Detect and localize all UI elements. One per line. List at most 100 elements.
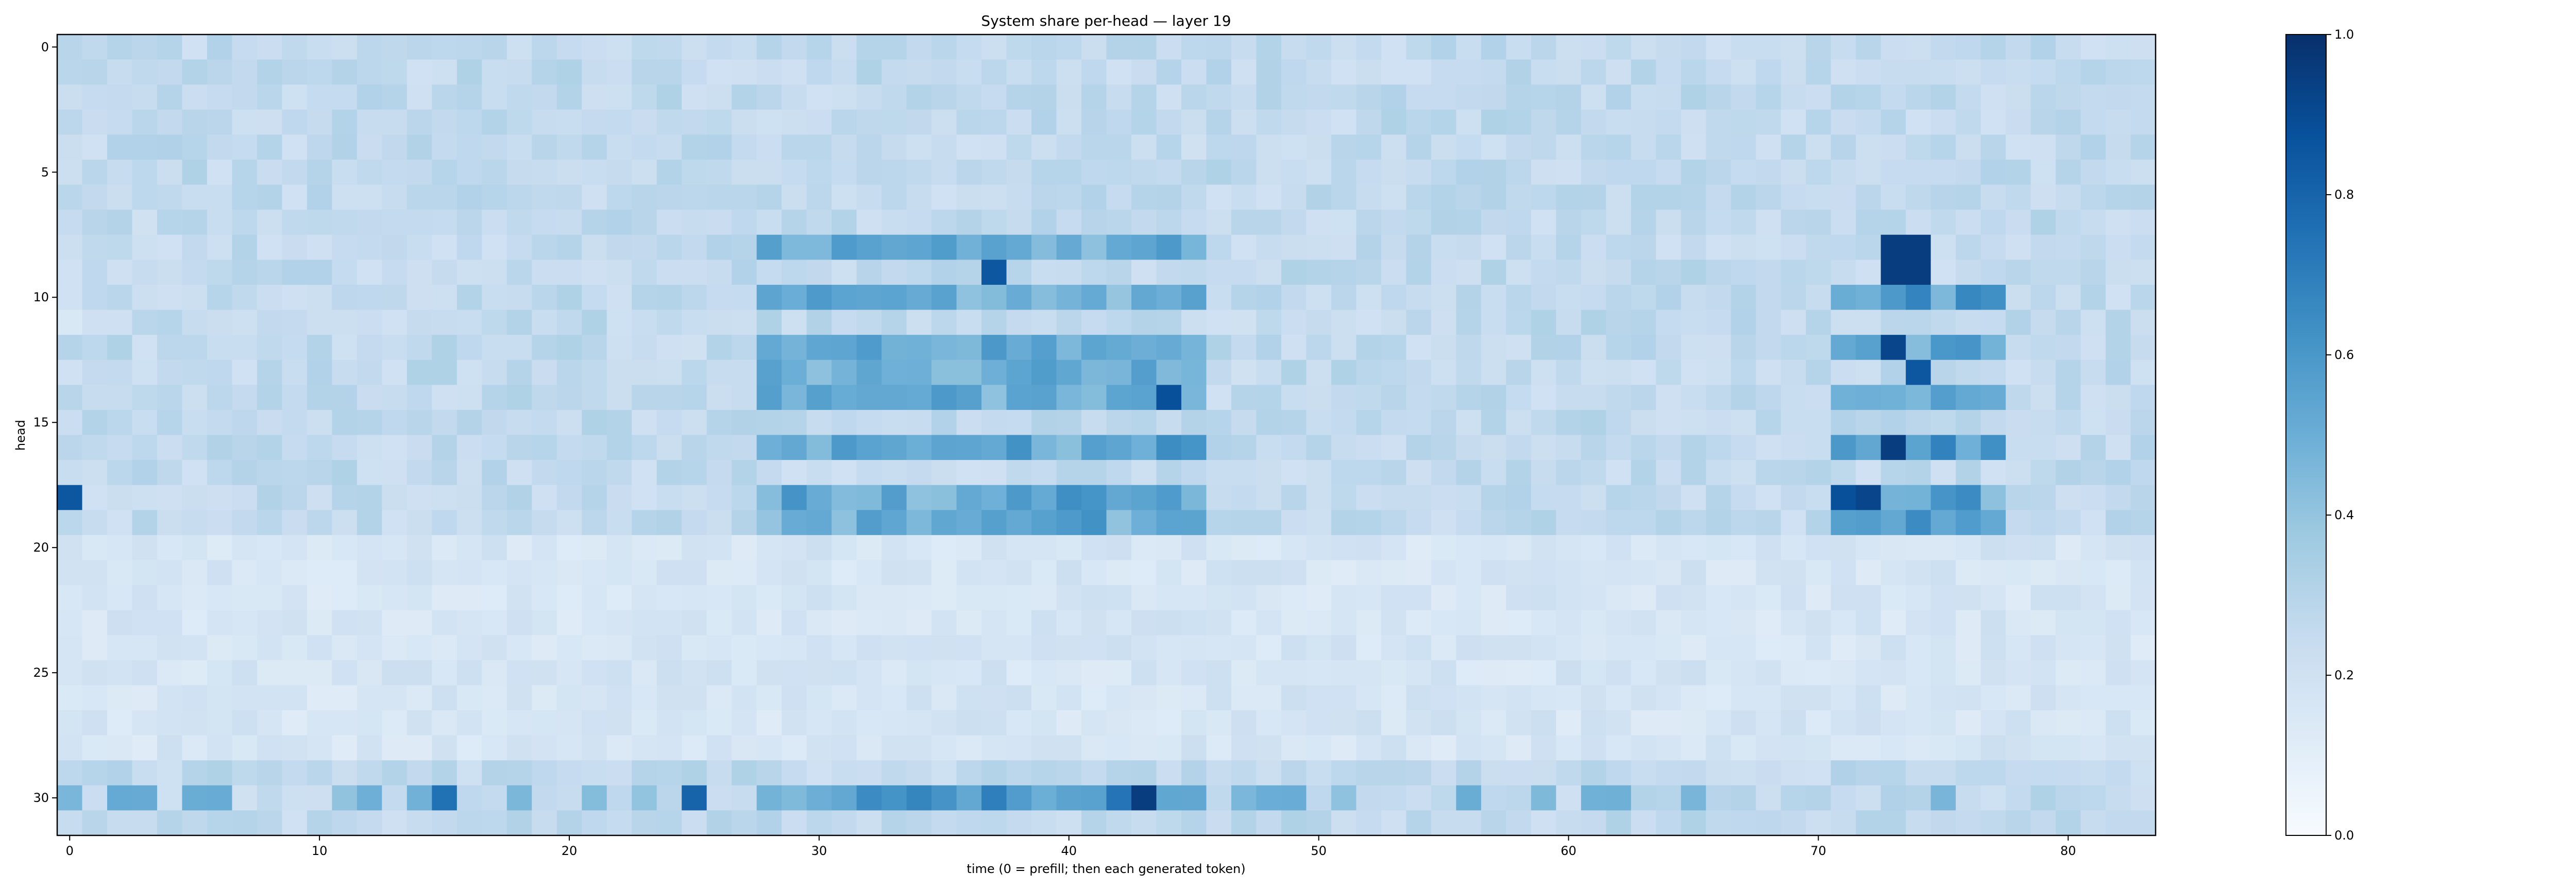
heatmap-cell <box>357 360 382 385</box>
heatmap-cell <box>532 785 557 811</box>
heatmap-cell <box>456 310 482 335</box>
heatmap-cell <box>382 35 408 60</box>
heatmap-cell <box>1906 460 1931 486</box>
heatmap-cell <box>132 234 158 260</box>
heatmap-cell <box>1181 210 1207 235</box>
heatmap-cell <box>1681 560 1706 586</box>
heatmap-cell <box>1181 234 1207 260</box>
heatmap-cell <box>532 234 557 260</box>
heatmap-cell <box>1956 159 1981 185</box>
heatmap-cell <box>606 810 632 836</box>
heatmap-cell <box>107 735 133 761</box>
heatmap-cell <box>1756 260 1782 285</box>
heatmap-cell <box>1631 210 1656 235</box>
heatmap-cell <box>1631 535 1656 561</box>
heatmap-cell <box>1181 535 1207 561</box>
heatmap-cell <box>182 660 208 686</box>
heatmap-cell <box>782 260 807 285</box>
heatmap-cell <box>82 59 108 85</box>
heatmap-cell <box>456 134 482 160</box>
heatmap-cell <box>307 385 332 410</box>
heatmap-cell <box>632 710 657 736</box>
heatmap-cell <box>882 134 907 160</box>
heatmap-cell <box>1331 59 1357 85</box>
heatmap-cell <box>1856 760 1882 786</box>
heatmap-cell <box>57 385 83 410</box>
heatmap-cell <box>1706 159 1732 185</box>
heatmap-cell <box>1131 210 1157 235</box>
heatmap-cell <box>357 810 382 836</box>
colorbar-tick-label: 0.2 <box>2334 668 2354 682</box>
heatmap-cell <box>1581 710 1606 736</box>
heatmap-cell <box>1356 234 1382 260</box>
heatmap-cell <box>1006 234 1032 260</box>
heatmap-cell <box>1056 660 1082 686</box>
heatmap-cell <box>1456 184 1482 210</box>
heatmap-cell <box>1706 735 1732 761</box>
heatmap-cell <box>1681 585 1706 611</box>
heatmap-cell <box>1281 134 1307 160</box>
heatmap-cell <box>981 460 1007 486</box>
heatmap-cell <box>2080 760 2106 786</box>
heatmap-cell <box>856 660 882 686</box>
heatmap-cell <box>931 284 957 311</box>
heatmap-cell <box>456 435 482 460</box>
heatmap-cell <box>456 260 482 285</box>
heatmap-cell <box>1481 485 1506 510</box>
heatmap-cell <box>482 585 507 611</box>
heatmap-cell <box>906 159 932 185</box>
heatmap-cell <box>656 335 682 361</box>
heatmap-cell <box>1930 660 1956 686</box>
heatmap-cell <box>1131 810 1157 836</box>
heatmap-cell <box>956 635 982 661</box>
heatmap-cell <box>1431 59 1456 85</box>
heatmap-cell <box>832 59 857 85</box>
heatmap-cell <box>456 735 482 761</box>
heatmap-cell <box>682 660 707 686</box>
heatmap-cell <box>406 585 432 611</box>
heatmap-cell <box>1406 785 1432 811</box>
heatmap-cell <box>1980 710 2006 736</box>
heatmap-cell <box>1481 785 1506 811</box>
heatmap-cell <box>1006 35 1032 60</box>
heatmap-cell <box>1606 360 1632 385</box>
heatmap-cell <box>1156 159 1182 185</box>
heatmap-cell <box>1606 35 1632 60</box>
heatmap-cell <box>1156 335 1182 361</box>
heatmap-cell <box>1131 134 1157 160</box>
heatmap-cell <box>1206 535 1232 561</box>
heatmap-cell <box>1831 59 1856 85</box>
heatmap-cell <box>706 260 732 285</box>
heatmap-cell <box>1531 735 1556 761</box>
heatmap-cell <box>1431 385 1456 410</box>
heatmap-cell <box>2030 785 2056 811</box>
heatmap-cell <box>1306 210 1332 235</box>
heatmap-cell <box>832 460 857 486</box>
heatmap-cell <box>1431 485 1456 510</box>
heatmap-cell <box>1656 360 1682 385</box>
heatmap-cell <box>1656 159 1682 185</box>
heatmap-cell <box>1856 485 1882 510</box>
heatmap-cell <box>906 760 932 786</box>
heatmap-cell <box>2056 59 2081 85</box>
heatmap-cell <box>1306 685 1332 711</box>
heatmap-cell <box>2056 435 2081 460</box>
heatmap-cell <box>931 810 957 836</box>
heatmap-cell <box>406 635 432 661</box>
heatmap-cell <box>1106 284 1132 311</box>
heatmap-cell <box>882 310 907 335</box>
heatmap-cell <box>1781 460 1806 486</box>
heatmap-cell <box>456 685 482 711</box>
heatmap-cell <box>1106 84 1132 110</box>
heatmap-cell <box>956 310 982 335</box>
heatmap-cell <box>1706 485 1732 510</box>
heatmap-cell <box>606 610 632 636</box>
heatmap-cell <box>157 810 183 836</box>
heatmap-cell <box>1506 234 1532 260</box>
heatmap-cell <box>1531 84 1556 110</box>
heatmap-cell <box>556 59 582 85</box>
heatmap-cell <box>1131 335 1157 361</box>
heatmap-cell <box>756 485 782 510</box>
heatmap-cell <box>506 210 532 235</box>
heatmap-cell <box>882 460 907 486</box>
